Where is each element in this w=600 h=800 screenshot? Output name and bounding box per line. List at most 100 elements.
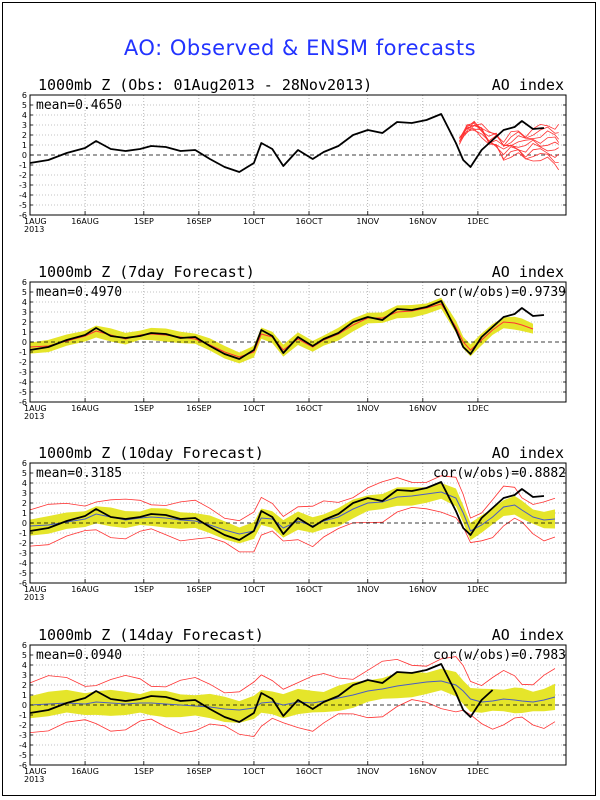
y-tick-label: 6 xyxy=(22,278,27,287)
y-tick-label: -4 xyxy=(19,378,27,387)
panel-title: 1000mb Z (14day Forecast) xyxy=(38,626,264,644)
x-tick-label: 1AUG xyxy=(24,767,47,776)
ensemble-envelope-line xyxy=(29,656,556,694)
y-tick-label: -3 xyxy=(19,731,27,740)
y-tick-label: 0 xyxy=(22,151,27,160)
x-tick-label: 1DEC xyxy=(467,767,489,776)
y-tick-label: 6 xyxy=(22,641,27,650)
ensemble-envelope-line xyxy=(29,475,556,522)
spread-band xyxy=(30,297,533,364)
x-tick-label: 1OCT xyxy=(243,767,265,776)
y-tick-label: -4 xyxy=(19,559,27,568)
x-tick-label: 1SEP xyxy=(134,767,154,776)
x-tick-label: 16SEP xyxy=(186,217,211,226)
y-tick-label: 4 xyxy=(22,661,27,670)
y-tick-label: -6 xyxy=(19,761,27,770)
x-tick-label: 16AUG xyxy=(71,767,99,776)
y-tick-label: -4 xyxy=(19,741,27,750)
y-tick-label: 5 xyxy=(22,101,27,110)
chart-panel-4: 1000mb Z (14day Forecast) AO index mean=0.… xyxy=(19,626,567,784)
panel-title: 1000mb Z (Obs: 01Aug2013 - 28Nov2013) xyxy=(38,76,372,94)
y-tick-label: 2 xyxy=(22,499,27,508)
y-tick-label: 4 xyxy=(22,479,27,488)
x-tick-label: 1AUG xyxy=(24,217,47,226)
correlation-stat: cor(w/obs)=0.8882 xyxy=(433,466,566,481)
ensemble-envelope-line xyxy=(29,699,556,738)
y-tick-label: -5 xyxy=(19,751,27,760)
x-tick-label: 16OCT xyxy=(296,767,323,776)
ensemble-member-line xyxy=(459,123,560,143)
y-tick-label: 3 xyxy=(22,121,27,130)
x-tick-label: 16OCT xyxy=(296,217,323,226)
panel-index-label: AO index xyxy=(492,626,564,644)
y-tick-label: 2 xyxy=(22,681,27,690)
x-tick-label: 16AUG xyxy=(71,217,99,226)
y-tick-label: -2 xyxy=(19,358,27,367)
x-tick-label: 16OCT xyxy=(296,585,323,594)
mean-stat: mean=0.4970 xyxy=(36,285,122,300)
y-tick-label: 5 xyxy=(22,469,27,478)
chart-panel-2: 1000mb Z (7day Forecast) AO index mean=0.4… xyxy=(19,263,567,421)
y-tick-label: 6 xyxy=(22,91,27,100)
chart-panel-1: 1000mb Z (Obs: 01Aug2013 - 28Nov2013) AO … xyxy=(19,76,567,234)
y-tick-label: -2 xyxy=(19,721,27,730)
spread-band xyxy=(30,668,555,723)
x-tick-label: 16AUG xyxy=(71,585,99,594)
y-tick-label: -1 xyxy=(19,529,27,538)
x-tick-label: 1NOV xyxy=(356,217,379,226)
x-tick-label: 1SEP xyxy=(134,585,154,594)
y-tick-label: 0 xyxy=(22,519,27,528)
y-tick-label: -4 xyxy=(19,191,27,200)
y-tick-label: -1 xyxy=(19,161,27,170)
panel-index-label: AO index xyxy=(492,444,564,462)
y-tick-label: -3 xyxy=(19,181,27,190)
y-tick-label: 3 xyxy=(22,671,27,680)
observed-line xyxy=(29,113,545,173)
y-tick-label: 1 xyxy=(22,509,27,518)
correlation-stat: cor(w/obs)=0.9739 xyxy=(433,285,566,300)
y-tick-label: 4 xyxy=(22,111,27,120)
y-tick-label: -6 xyxy=(19,579,27,588)
y-tick-label: -5 xyxy=(19,569,27,578)
y-tick-label: 0 xyxy=(22,338,27,347)
x-tick-label: 16SEP xyxy=(186,404,211,413)
y-tick-label: 1 xyxy=(22,328,27,337)
y-tick-label: 2 xyxy=(22,131,27,140)
x-tick-label: 1NOV xyxy=(356,585,379,594)
x-year-label: 2013 xyxy=(24,412,44,421)
x-tick-label: 16AUG xyxy=(71,404,99,413)
panel-index-label: AO index xyxy=(492,263,564,281)
x-tick-label: 16OCT xyxy=(296,404,323,413)
page-title: AO: Observed & ENSM forecasts xyxy=(123,36,477,60)
ensemble-member-line xyxy=(459,128,559,163)
y-tick-label: 5 xyxy=(22,651,27,660)
y-tick-label: -3 xyxy=(19,549,27,558)
y-tick-label: 1 xyxy=(22,141,27,150)
ensemble-member-line xyxy=(459,128,559,158)
x-tick-label: 1OCT xyxy=(243,585,265,594)
y-tick-label: 0 xyxy=(22,701,27,710)
y-tick-label: 3 xyxy=(22,308,27,317)
y-tick-label: 1 xyxy=(22,691,27,700)
y-tick-label: -1 xyxy=(19,711,27,720)
mean-stat: mean=0.4650 xyxy=(36,98,122,113)
x-tick-label: 1AUG xyxy=(24,404,47,413)
x-tick-label: 16SEP xyxy=(186,767,211,776)
y-tick-label: 3 xyxy=(22,489,27,498)
chart-panel-3: 1000mb Z (10day Forecast) AO index mean=0.… xyxy=(19,444,567,602)
y-tick-label: -6 xyxy=(19,398,27,407)
ensemble-mean-line xyxy=(29,680,556,711)
ensemble-member-line xyxy=(459,122,560,147)
x-tick-label: 1DEC xyxy=(467,404,489,413)
y-tick-label: -1 xyxy=(19,348,27,357)
x-tick-label: 1DEC xyxy=(467,585,489,594)
x-tick-label: 1SEP xyxy=(134,404,154,413)
y-tick-label: -3 xyxy=(19,368,27,377)
observed-line xyxy=(29,481,545,541)
x-tick-label: 1NOV xyxy=(356,767,379,776)
y-tick-label: -2 xyxy=(19,539,27,548)
x-tick-label: 16NOV xyxy=(409,585,437,594)
ensemble-envelope-line xyxy=(29,506,556,553)
